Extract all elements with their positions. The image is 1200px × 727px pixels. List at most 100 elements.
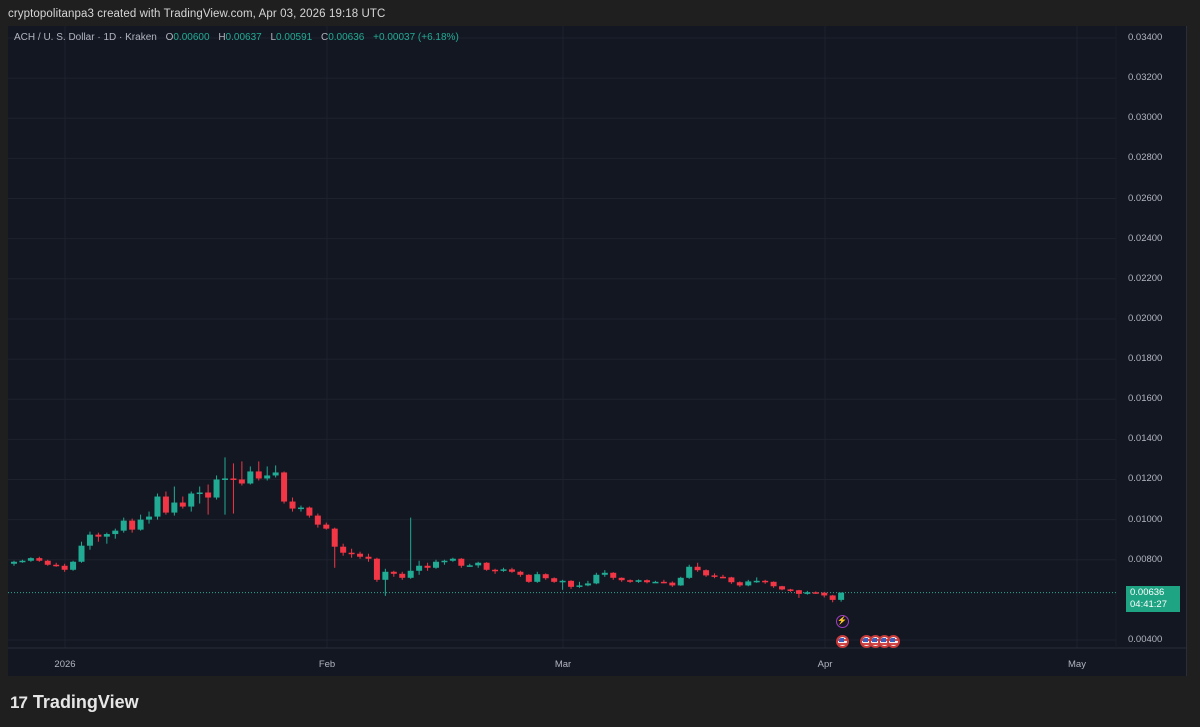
price-tick-label: 0.02800 (1128, 152, 1163, 164)
candle (348, 548, 355, 558)
candle (340, 543, 347, 556)
candle (770, 581, 777, 588)
candle (568, 580, 575, 589)
candle (103, 532, 110, 544)
candle (745, 579, 752, 587)
candle (53, 562, 60, 567)
time-tick-label: Feb (318, 659, 336, 670)
candle (179, 496, 186, 509)
legend-open-value: 0.00600 (173, 32, 210, 43)
price-tick-label: 0.01800 (1128, 353, 1163, 365)
price-tick-label: 0.01000 (1128, 513, 1163, 525)
us-flag-icon[interactable] (835, 634, 849, 648)
candle (669, 581, 676, 587)
price-tick-label: 0.03400 (1128, 32, 1163, 43)
candle (601, 570, 608, 577)
candle (534, 571, 541, 583)
price-tick-label: 0.03200 (1128, 72, 1163, 84)
legend-low-label: L (270, 32, 277, 43)
chart-attribution: cryptopolitanpa3 created with TradingVie… (8, 8, 386, 20)
candle (652, 580, 659, 584)
candle (86, 531, 93, 550)
candle (719, 574, 726, 579)
candle (289, 497, 296, 512)
candle (272, 465, 279, 478)
price-tick-label: 0.02200 (1128, 272, 1163, 284)
brand-name: TradingView (32, 692, 139, 712)
candle (812, 591, 819, 594)
candle (154, 493, 161, 520)
candle (753, 577, 760, 583)
candle (795, 589, 802, 598)
candle (188, 491, 195, 512)
candle (736, 581, 743, 587)
price-tick-label: 0.02400 (1128, 232, 1163, 244)
legend-close-label: C (320, 32, 329, 43)
candle (331, 527, 338, 568)
last-price-badge: 0.00636 04:41:27 (1126, 586, 1180, 612)
candle (36, 556, 43, 562)
candle (146, 511, 153, 524)
candle (61, 563, 68, 572)
candle (610, 572, 617, 580)
candle (711, 573, 718, 579)
tradingview-logo-icon: 17 (10, 692, 28, 712)
candle (44, 559, 51, 566)
candle (137, 514, 144, 531)
candle (500, 567, 507, 572)
candle (787, 588, 794, 592)
legend-close-value: 0.00636 (328, 32, 365, 43)
price-tick-label: 0.00400 (1128, 634, 1163, 645)
chart-pane[interactable]: ACH / U. S. Dollar · 1D · Kraken O0.0060… (8, 26, 1187, 676)
candle (357, 551, 364, 559)
candle (660, 579, 667, 584)
candle (399, 571, 406, 580)
candle (11, 560, 17, 566)
candle (703, 569, 710, 577)
time-tick-label: May (1068, 659, 1086, 670)
us-flag-icon[interactable] (886, 634, 900, 648)
tradingview-brand[interactable]: 17 TradingView (10, 692, 139, 713)
candle (644, 579, 650, 584)
candlestick-plot[interactable] (8, 26, 1186, 676)
legend-low-value: 0.00591 (276, 32, 313, 43)
candle (255, 461, 262, 481)
candle (492, 568, 499, 574)
legend-change: +0.00037 (+6.18%) (373, 32, 459, 43)
candle (230, 463, 237, 514)
candle (525, 574, 532, 583)
candle (821, 591, 828, 598)
candle (593, 572, 600, 585)
time-tick-label: 2026 (54, 659, 76, 670)
candle (677, 576, 684, 586)
price-tick-label: 0.00800 (1128, 553, 1163, 565)
candle (728, 576, 735, 584)
bolt-icon[interactable]: ⚡ (835, 614, 849, 628)
time-tick-label: Mar (554, 659, 572, 670)
candle (433, 559, 439, 569)
candle (762, 579, 769, 584)
candle (551, 577, 558, 583)
candle (264, 466, 271, 481)
candle (129, 518, 136, 533)
price-tick-label: 0.03000 (1128, 112, 1163, 124)
candle (475, 561, 482, 568)
candle (542, 573, 549, 580)
legend-symbol[interactable]: ACH / U. S. Dollar · 1D · Kraken (14, 32, 157, 43)
legend-high-label: H (218, 32, 226, 43)
price-tick-label: 0.02000 (1128, 312, 1163, 324)
candle (314, 513, 321, 528)
candle (424, 562, 431, 571)
candle (466, 563, 473, 567)
candle (27, 557, 34, 562)
last-price-value: 0.00636 (1130, 587, 1165, 598)
candle (247, 466, 254, 485)
candle (365, 553, 372, 562)
candle (804, 590, 811, 595)
candle (584, 580, 591, 587)
price-tick-label: 0.01400 (1128, 433, 1163, 445)
candle (627, 579, 634, 583)
candle (373, 557, 380, 582)
candle (78, 541, 85, 563)
candle (205, 484, 212, 515)
